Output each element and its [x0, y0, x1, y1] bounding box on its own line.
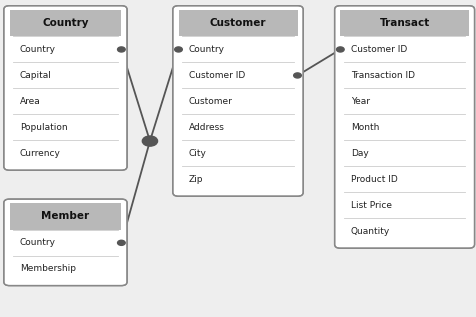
Text: Country: Country	[20, 45, 56, 54]
Text: Country: Country	[20, 238, 56, 247]
Text: Capital: Capital	[20, 71, 52, 80]
Text: Area: Area	[20, 97, 41, 106]
FancyBboxPatch shape	[4, 6, 127, 170]
Circle shape	[175, 47, 182, 52]
Text: Transaction ID: Transaction ID	[351, 71, 415, 80]
FancyBboxPatch shape	[335, 6, 475, 248]
Circle shape	[294, 73, 301, 78]
FancyBboxPatch shape	[4, 199, 127, 286]
Bar	[340, 10, 469, 36]
Circle shape	[337, 47, 344, 52]
Circle shape	[118, 240, 125, 245]
Text: Day: Day	[351, 149, 368, 158]
Text: Customer: Customer	[189, 97, 233, 106]
Text: Customer ID: Customer ID	[189, 71, 245, 80]
Text: Year: Year	[351, 97, 370, 106]
Text: City: City	[189, 149, 207, 158]
Text: Quantity: Quantity	[351, 227, 390, 236]
Text: Customer: Customer	[210, 18, 266, 28]
Text: Product ID: Product ID	[351, 175, 397, 184]
Text: Customer ID: Customer ID	[351, 45, 407, 54]
Bar	[178, 10, 298, 36]
Bar	[10, 203, 121, 230]
Circle shape	[118, 47, 125, 52]
Bar	[10, 10, 121, 36]
Text: Member: Member	[41, 211, 89, 221]
FancyBboxPatch shape	[173, 6, 303, 196]
Circle shape	[142, 136, 158, 146]
Text: Transact: Transact	[379, 18, 430, 28]
Text: Zip: Zip	[189, 175, 203, 184]
Text: List Price: List Price	[351, 201, 392, 210]
Text: Currency: Currency	[20, 149, 61, 158]
Text: Country: Country	[189, 45, 225, 54]
Text: Country: Country	[42, 18, 89, 28]
Text: Address: Address	[189, 123, 225, 132]
Text: Population: Population	[20, 123, 68, 132]
Text: Month: Month	[351, 123, 379, 132]
Text: Membership: Membership	[20, 264, 76, 273]
